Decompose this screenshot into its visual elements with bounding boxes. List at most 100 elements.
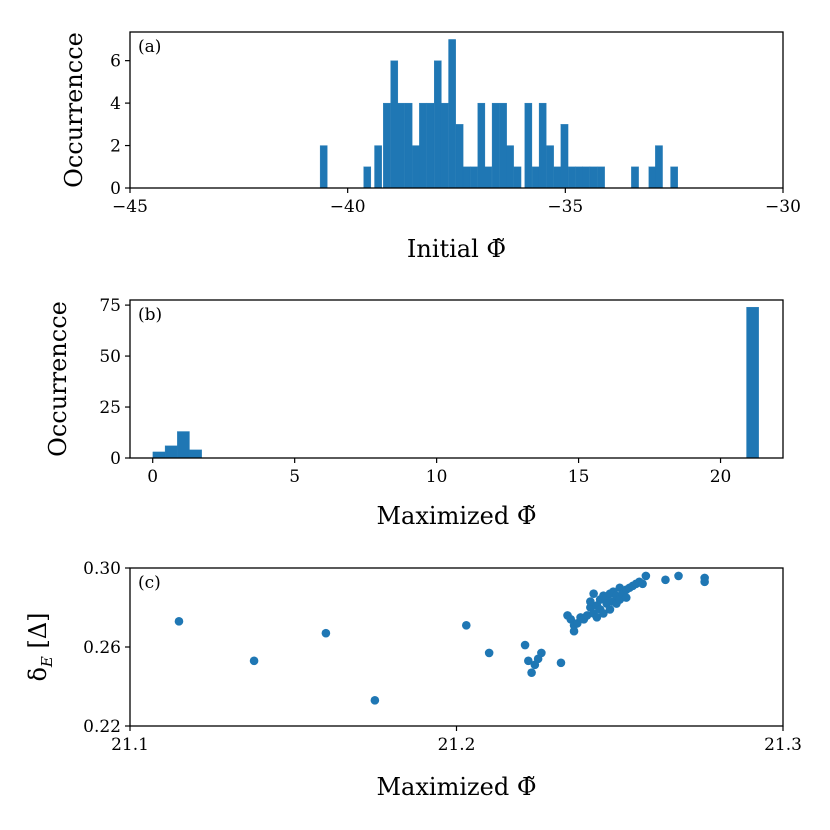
scatter-point xyxy=(621,593,631,602)
histogram-bar xyxy=(560,124,569,189)
y-tick-label: 0 xyxy=(110,179,121,199)
y-tick-label: 0 xyxy=(110,449,121,469)
scatter-point xyxy=(321,628,331,638)
y-axis-label: Occurrencce xyxy=(60,32,88,188)
scatter-point xyxy=(569,626,579,636)
panel-label: (a) xyxy=(138,37,161,57)
scatter-point xyxy=(249,656,259,666)
histogram-bar xyxy=(433,60,442,189)
y-tick-label: 50 xyxy=(99,347,121,367)
scatter-point xyxy=(605,605,615,614)
scatter-point xyxy=(661,575,670,585)
x-tick-label: 21.1 xyxy=(111,735,149,755)
x-axis-label: Maximized Φ̃ xyxy=(376,773,536,801)
histogram-bar xyxy=(319,145,328,189)
histogram-bar xyxy=(448,39,456,189)
histogram-bar xyxy=(499,102,507,189)
histogram-bar xyxy=(419,102,427,189)
x-tick-label: −40 xyxy=(330,197,366,217)
x-tick-label: 15 xyxy=(568,467,590,487)
y-tick-label: 25 xyxy=(99,398,121,418)
y-tick-label: 0.26 xyxy=(83,638,121,658)
scatter-point xyxy=(537,648,546,658)
scatter-point xyxy=(174,617,184,626)
histogram-bar xyxy=(648,166,657,189)
x-tick-label: 21.2 xyxy=(438,735,476,755)
histogram-bar xyxy=(546,145,554,189)
histogram-bar xyxy=(164,445,178,459)
histogram-bar xyxy=(189,449,202,459)
y-axis-label: Occurrencce xyxy=(44,301,72,457)
histogram-bar xyxy=(412,145,420,189)
x-tick-label: 5 xyxy=(289,467,300,487)
histogram-bar xyxy=(524,102,533,189)
panel-label: (c) xyxy=(138,573,161,593)
histogram-bar xyxy=(397,102,405,189)
histogram-bar xyxy=(553,166,562,189)
scatter-point xyxy=(674,571,683,581)
histogram-bar xyxy=(506,145,514,189)
histogram-bar xyxy=(531,166,540,189)
scatter-point xyxy=(592,613,602,622)
x-tick-label: 0 xyxy=(147,467,158,487)
scatter-point xyxy=(638,579,647,589)
histogram-bar xyxy=(575,166,584,189)
scatter-point xyxy=(700,577,709,587)
histogram-bar xyxy=(152,451,166,459)
y-tick-label: 0.22 xyxy=(83,717,121,737)
x-tick-label: 10 xyxy=(426,467,448,487)
scatter-point xyxy=(641,571,651,581)
histogram-bar xyxy=(470,166,478,189)
plot-frame xyxy=(129,299,784,459)
scatter-point xyxy=(520,640,530,650)
scatter-point xyxy=(524,656,533,666)
histogram-bar xyxy=(455,124,464,189)
y-tick-label: 0.30 xyxy=(83,559,121,579)
histogram-bar xyxy=(597,166,605,189)
y-tick-label: 75 xyxy=(99,296,121,316)
panel-a: −45 −40 −35 −30 0 2 4 6 (a) Initial Φ̃ Occurrencce xyxy=(60,31,801,263)
scatter-point xyxy=(527,668,536,677)
y-tick-label: 4 xyxy=(110,94,121,114)
histogram-bar xyxy=(374,145,382,189)
histogram-bar xyxy=(462,166,471,189)
scatter-point xyxy=(589,589,598,598)
histogram-bar xyxy=(440,102,449,189)
histogram-bar xyxy=(670,166,678,189)
histogram-bar xyxy=(491,102,500,189)
x-tick-label: −30 xyxy=(765,197,801,217)
scatter-point xyxy=(586,597,595,606)
scatter-point xyxy=(370,696,380,705)
x-tick-label: −35 xyxy=(547,197,583,217)
histogram-bar xyxy=(390,60,399,189)
histogram-bar xyxy=(383,102,391,189)
histogram-bar xyxy=(477,102,486,189)
histogram-bar xyxy=(426,102,435,189)
panel-b: 0 5 10 15 20 0 25 50 75 (b) Maximized Φ̃ Occurrencc… xyxy=(44,296,784,530)
histogram-bar xyxy=(363,166,372,189)
histogram-bar xyxy=(589,166,598,189)
histogram-bar xyxy=(538,102,547,189)
y-axis-label: δE [Δ] xyxy=(24,612,56,681)
histogram-bar xyxy=(484,166,493,189)
x-tick-label: 20 xyxy=(710,467,732,487)
histogram-bar xyxy=(177,431,190,459)
histogram-bar xyxy=(582,166,591,189)
y-tick-label: 6 xyxy=(110,52,121,72)
y-tick-label: 2 xyxy=(110,137,121,157)
histogram-bar xyxy=(631,166,639,189)
scatter-point xyxy=(461,620,471,630)
plot-frame xyxy=(129,567,784,727)
plot-frame xyxy=(129,31,784,189)
histogram-bar xyxy=(746,306,759,459)
scatter-point xyxy=(599,609,608,618)
histogram-bar xyxy=(655,145,663,189)
histogram-bar xyxy=(513,166,522,189)
x-axis-label: Initial Φ̃ xyxy=(407,235,506,263)
x-axis-label: Maximized Φ̃ xyxy=(376,502,536,530)
x-tick-label: −45 xyxy=(112,197,148,217)
panel-label: (b) xyxy=(138,305,162,325)
histogram-bar xyxy=(404,102,413,189)
scatter-point xyxy=(556,658,566,668)
